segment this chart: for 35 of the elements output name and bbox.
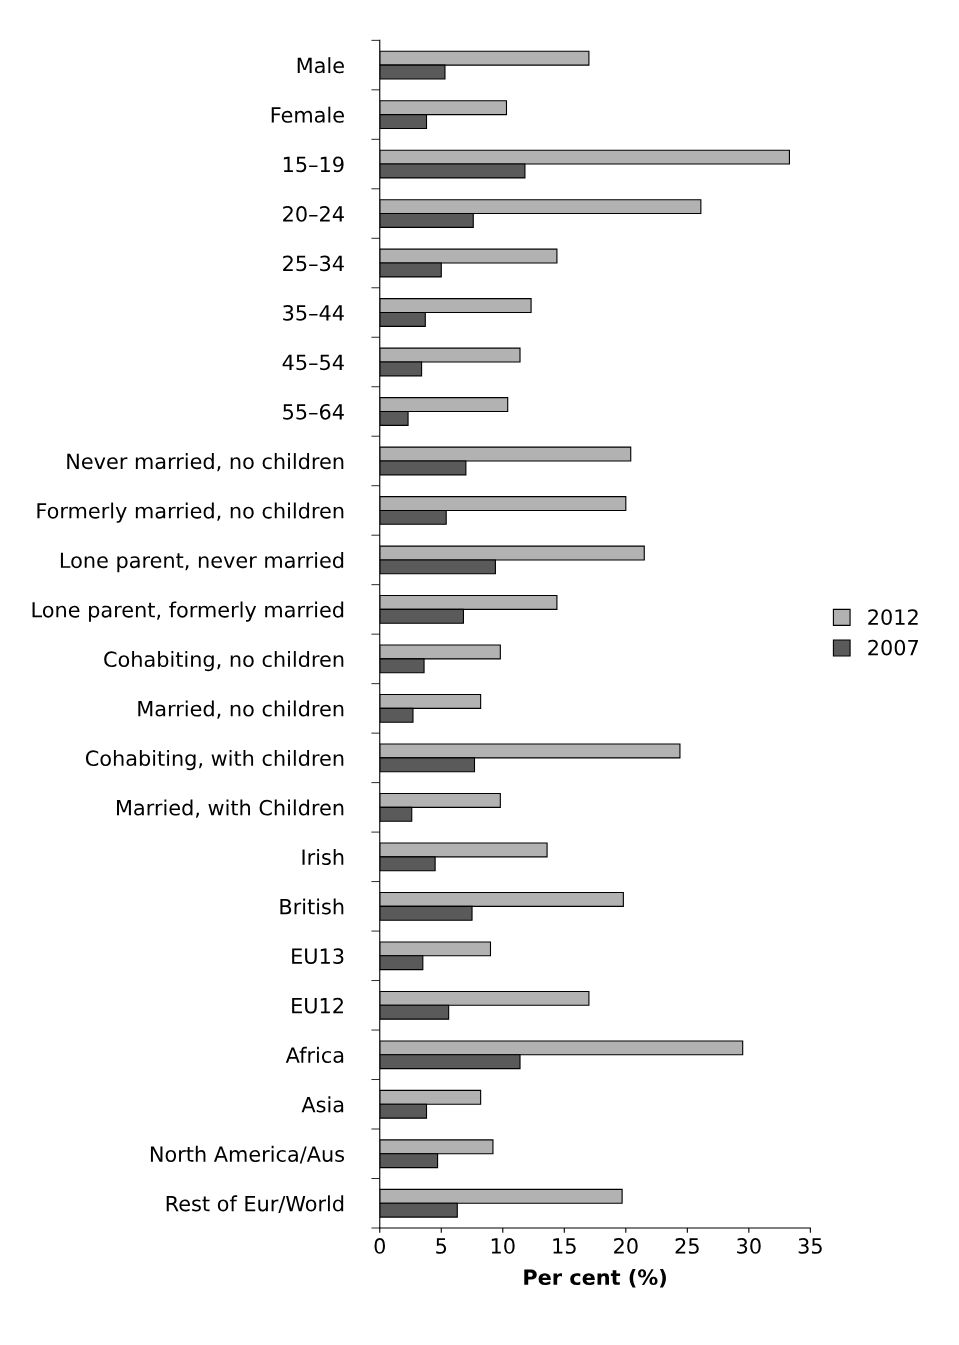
y-tick-label: 25–34	[283, 255, 344, 272]
y-tick-label: Cohabiting, with children	[85, 749, 344, 771]
y-tick-label: Male	[297, 57, 344, 74]
y-tick-label: 35–44	[283, 304, 344, 321]
y-tick-label: British	[280, 898, 344, 915]
x-tick-label: 5	[436, 1238, 447, 1254]
y-tick-label: Lone parent, never married	[60, 552, 344, 573]
x-axis-title: Per cent (%)	[524, 1269, 666, 1288]
x-tick-label: 0	[374, 1238, 386, 1254]
x-tick-label: 30	[737, 1238, 761, 1254]
y-tick-label: EU13	[292, 948, 344, 965]
x-tick-label: 10	[491, 1238, 515, 1254]
y-tick-label: EU12	[292, 997, 343, 1014]
legend-label: 2007	[868, 639, 918, 656]
y-tick-label: 55–64	[283, 403, 344, 420]
y-tick-label: Married, with Children	[117, 799, 344, 818]
y-tick-label: Female	[271, 106, 344, 123]
y-tick-label: Cohabiting, no children	[104, 650, 344, 672]
y-tick-label: Asia	[301, 1096, 344, 1113]
y-tick-label: North America/Aus	[150, 1145, 345, 1164]
y-tick-label: Africa	[285, 1046, 344, 1063]
y-tick-label: Irish	[302, 848, 344, 866]
y-tick-label: Rest of Eur/World	[166, 1195, 344, 1214]
x-tick-label: 20	[614, 1238, 638, 1254]
x-tick-label: 15	[553, 1238, 576, 1254]
y-tick-label: Formerly married, no children	[37, 502, 344, 523]
y-tick-label: 20–24	[283, 206, 344, 222]
y-tick-label: Lone parent, formerly married	[32, 601, 344, 622]
legend-label: 2012	[868, 609, 918, 625]
x-tick-label: 35	[798, 1238, 822, 1254]
y-tick-label: Never married, no children	[67, 453, 344, 472]
y-tick-label: 15–19	[283, 156, 344, 173]
y-tick-label: 45–54	[282, 354, 344, 371]
x-tick-label: 25	[675, 1238, 699, 1254]
y-tick-label: Married, no children	[138, 700, 344, 719]
